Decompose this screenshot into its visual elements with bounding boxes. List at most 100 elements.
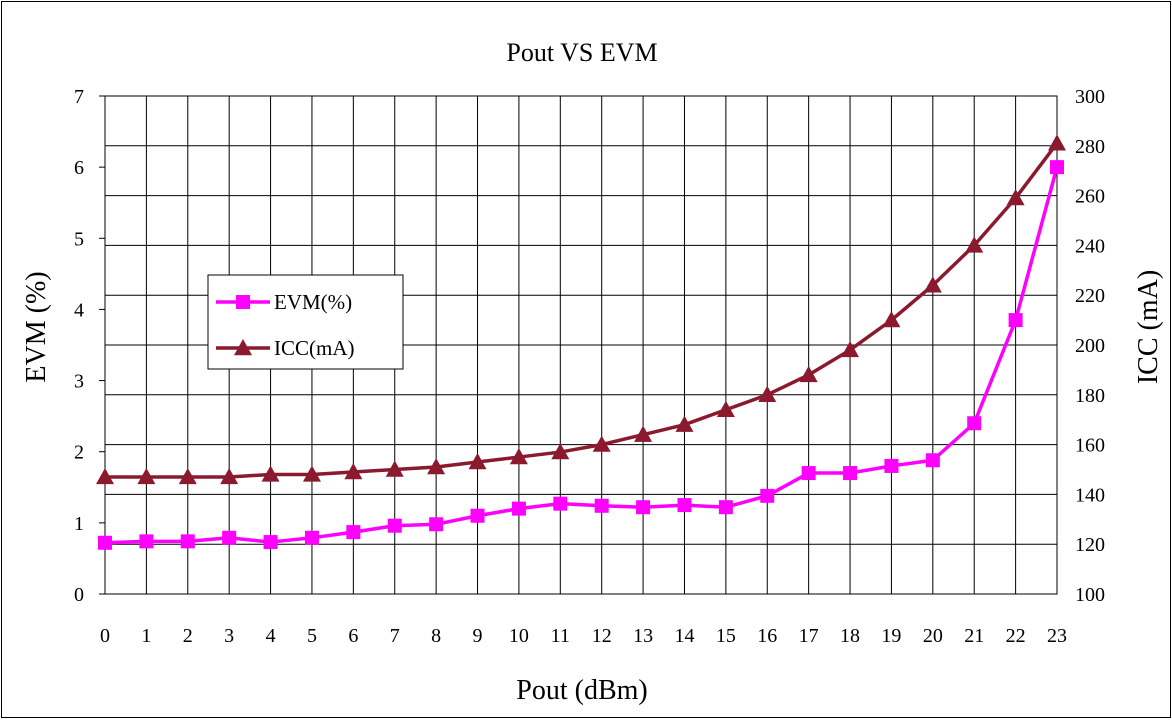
plot-border	[104, 95, 1058, 595]
data-point-marker	[344, 462, 363, 480]
plot-area: 0 1 2 3 4 5 6 7 8 9 10 11 12 13 14 15 16 17 18 19 20 21 22 2301…	[74, 86, 1105, 647]
data-point-marker	[760, 488, 775, 503]
data-point-marker	[1008, 313, 1023, 328]
data-point-marker	[801, 466, 816, 481]
x-tick-label: 4	[266, 625, 276, 647]
data-point-marker	[925, 453, 940, 468]
x-tick-label: 8	[431, 625, 441, 647]
y-axis-right-title: ICC (mA)	[1133, 270, 1164, 384]
y-right-tick-label: 200	[1075, 335, 1105, 357]
x-tick-label: 9	[473, 625, 483, 647]
x-tick-label: 12	[592, 625, 612, 647]
chart-title: Pout VS EVM	[506, 38, 657, 67]
legend-label: ICC(mA)	[274, 336, 355, 360]
data-point-marker	[304, 530, 319, 545]
y-left-tick-label: 7	[74, 86, 84, 108]
x-tick-label: 18	[840, 625, 860, 647]
x-tick-label: 13	[633, 625, 653, 647]
data-point-marker	[180, 534, 195, 549]
data-point-marker	[427, 458, 446, 475]
x-tick-label: 5	[307, 625, 317, 647]
x-axis-title: Pout (dBm)	[516, 675, 647, 706]
data-point-marker	[677, 498, 692, 513]
data-point-marker	[429, 517, 444, 532]
x-tick-label: 11	[551, 625, 570, 647]
y-left-tick-label: 2	[74, 442, 84, 464]
data-point-marker	[387, 518, 402, 533]
data-point-marker	[634, 425, 653, 442]
data-point-marker	[261, 465, 280, 482]
legend: EVM(%) ICC(mA)	[207, 274, 404, 370]
data-point-marker	[636, 500, 651, 515]
data-point-marker	[923, 276, 942, 293]
data-point-marker	[346, 525, 361, 540]
y-right-tick-label: 120	[1075, 534, 1105, 556]
series-line	[105, 142, 1059, 479]
data-point-marker	[675, 415, 694, 432]
data-point-marker	[509, 448, 528, 465]
x-tick-label: 16	[757, 625, 777, 647]
data-point-marker	[302, 465, 321, 482]
y-right-tick-label: 160	[1075, 435, 1105, 457]
data-point-marker	[470, 508, 485, 523]
y-right-tick-label: 100	[1075, 584, 1105, 606]
data-point-marker	[137, 467, 156, 485]
legend-swatch-marker	[234, 339, 252, 356]
data-point-marker	[965, 236, 984, 253]
y-left-tick-label: 6	[74, 157, 84, 179]
y-axis-left-title: EVM (%)	[21, 271, 52, 382]
data-point-marker	[884, 458, 899, 473]
y-right-tick-label: 140	[1075, 484, 1105, 506]
x-tick-label: 22	[1006, 625, 1026, 647]
data-point-marker	[882, 311, 901, 328]
y-right-tick-label: 180	[1075, 385, 1105, 407]
x-tick-label: 6	[348, 625, 358, 647]
data-point-marker	[1048, 134, 1066, 151]
data-point-marker	[718, 500, 733, 515]
x-tick-label: 2	[183, 625, 193, 647]
x-tick-label: 1	[141, 625, 151, 647]
data-point-marker	[98, 535, 112, 550]
legend-label: EVM(%)	[274, 290, 352, 314]
data-point-marker	[758, 385, 777, 402]
x-tick-label: 3	[224, 625, 234, 647]
x-tick-label: 10	[509, 625, 529, 647]
data-point-marker	[967, 416, 982, 431]
data-point-marker	[1050, 160, 1064, 175]
x-tick-label: 19	[881, 625, 901, 647]
y-left-tick-label: 0	[74, 584, 84, 606]
x-tick-label: 0	[100, 625, 110, 647]
data-point-marker	[139, 534, 154, 549]
legend-swatch-marker	[236, 295, 250, 309]
data-point-marker	[385, 460, 404, 477]
data-point-marker	[511, 501, 526, 516]
x-tick-label: 7	[390, 625, 400, 647]
data-point-marker	[263, 535, 278, 550]
y-right-tick-label: 240	[1075, 235, 1105, 257]
y-right-tick-label: 260	[1075, 186, 1105, 208]
y-left-tick-label: 4	[74, 299, 84, 321]
y-right-tick-label: 300	[1075, 86, 1105, 108]
data-point-marker	[220, 467, 239, 485]
data-point-marker	[96, 467, 114, 485]
data-point-marker	[178, 467, 197, 485]
y-right-tick-label: 220	[1075, 285, 1105, 307]
x-tick-label: 15	[716, 625, 736, 647]
x-tick-label: 20	[923, 625, 943, 647]
x-tick-label: 14	[674, 625, 694, 647]
data-point-marker	[716, 400, 735, 417]
data-point-marker	[468, 453, 487, 470]
x-tick-label: 17	[799, 625, 819, 647]
data-point-marker	[843, 466, 858, 481]
data-point-marker	[592, 435, 611, 452]
x-tick-label: 23	[1047, 625, 1067, 647]
data-point-marker	[1006, 189, 1025, 206]
data-point-marker	[799, 365, 818, 383]
y-right-tick-label: 280	[1075, 136, 1105, 158]
x-tick-label: 21	[964, 625, 984, 647]
y-left-tick-label: 1	[74, 513, 84, 535]
y-left-tick-label: 5	[74, 228, 84, 250]
data-point-marker	[553, 496, 568, 511]
